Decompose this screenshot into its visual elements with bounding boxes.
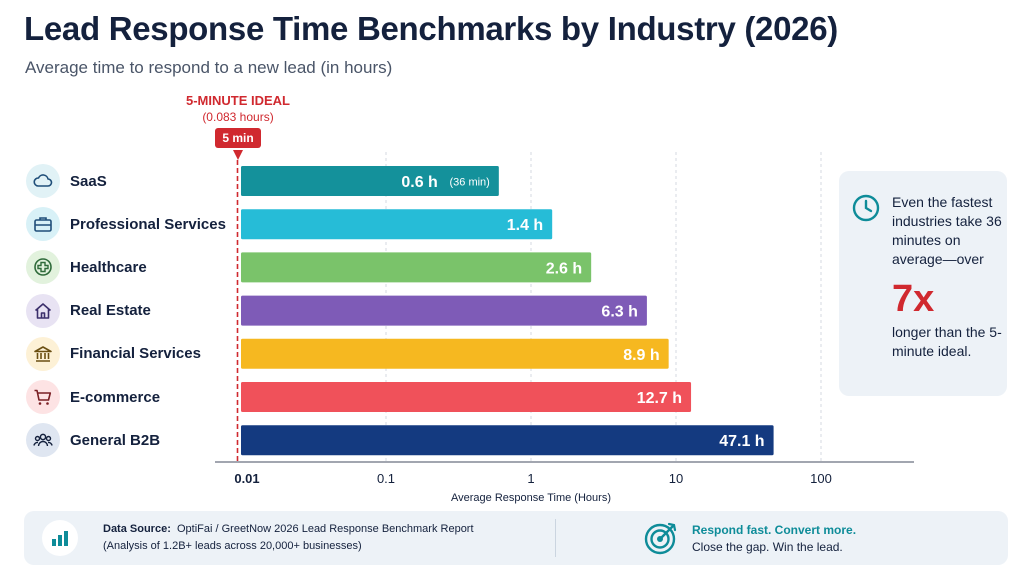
bar-value-label: 47.1 h	[719, 433, 764, 450]
ideal-marker-label: 5-MINUTE IDEAL	[186, 93, 290, 108]
briefcase-icon	[26, 207, 60, 242]
bar	[241, 382, 692, 412]
page-subtitle: Average time to respond to a new lead (i…	[25, 58, 393, 77]
insight-callout: Even the fastest industries take 36 minu…	[839, 171, 1007, 396]
ideal-marker-pill: 5 min	[215, 128, 261, 148]
bank-icon	[26, 336, 60, 371]
group-users-icon	[26, 423, 60, 458]
bar-value-label: 12.7 h	[637, 390, 682, 407]
x-axis-title: Average Response Time (Hours)	[451, 492, 611, 504]
category-row: Financial Services	[26, 336, 201, 371]
bar-value-label: 1.4 h	[507, 217, 543, 234]
bar-value-label: 6.3 h	[601, 304, 637, 321]
page-title: Lead Response Time Benchmarks by Industr…	[24, 10, 838, 47]
bar-value-label: 0.6 h	[401, 174, 437, 191]
data-source-detail: (Analysis of 1.2B+ leads across 20,000+ …	[103, 540, 362, 552]
x-tick-label: 100	[810, 471, 832, 486]
cta-text: Close the gap. Win the lead.	[692, 540, 843, 554]
bar	[241, 166, 499, 196]
cloud-icon	[26, 164, 60, 198]
bar-chart-icon	[42, 520, 78, 556]
category-label: Real Estate	[70, 302, 151, 320]
callout-text-before: Even the fastest industries take 36 minu…	[892, 194, 1002, 267]
x-tick-label: 0.1	[377, 471, 395, 486]
house-icon	[26, 293, 60, 328]
category-row: E-commerce	[26, 380, 160, 414]
x-tick-label: 0.01	[234, 471, 259, 486]
bar-chart: (36 min) 0.6 h 1.4 h 2.6 h 6.3 h 8.9 h 12.7 h 4…	[215, 152, 914, 504]
category-row: Real Estate	[26, 293, 151, 328]
clock-icon	[852, 194, 880, 222]
bar-value-label: 2.6 h	[546, 260, 582, 277]
bar	[241, 252, 592, 283]
bar	[241, 425, 774, 456]
bar	[241, 338, 669, 369]
category-row: Professional Services	[26, 207, 226, 242]
x-tick-label: 10	[669, 471, 683, 486]
ideal-marker-sub-label: (0.083 hours)	[202, 110, 274, 124]
category-row: General B2B	[26, 423, 161, 458]
category-label: SaaS	[70, 172, 107, 190]
bar	[241, 209, 553, 240]
footer-bar: Data Source: OptiFai / GreetNow 2026 Lea…	[24, 511, 1008, 565]
category-label: Financial Services	[70, 345, 201, 363]
category-label: E-commerce	[70, 388, 161, 406]
target-icon	[644, 522, 677, 555]
cta-title: Respond fast. Convert more.	[692, 523, 857, 537]
data-source-line: Data Source: OptiFai / GreetNow 2026 Lea…	[103, 523, 474, 535]
bar-value-sub-label: (36 min)	[449, 177, 489, 189]
category-row: Healthcare	[26, 250, 147, 285]
category-row: SaaS	[26, 164, 107, 198]
bar-value-label: 8.9 h	[623, 347, 659, 364]
shopping-cart-icon	[26, 380, 60, 414]
data-source-label: Data Source:	[103, 523, 171, 535]
category-label: Professional Services	[70, 215, 226, 233]
category-label: Healthcare	[70, 258, 147, 276]
data-source-text: OptiFai / GreetNow 2026 Lead Response Be…	[176, 523, 474, 535]
callout-text-after: longer than the 5-minute ideal.	[892, 324, 1002, 359]
footer-divider	[555, 519, 556, 557]
callout-multiplier: 7x	[892, 278, 935, 320]
bar	[241, 295, 647, 326]
ideal-marker-arrow	[233, 150, 243, 160]
category-label: General B2B	[70, 431, 161, 449]
x-tick-label: 1	[527, 471, 534, 486]
medical-cross-icon	[26, 250, 60, 285]
